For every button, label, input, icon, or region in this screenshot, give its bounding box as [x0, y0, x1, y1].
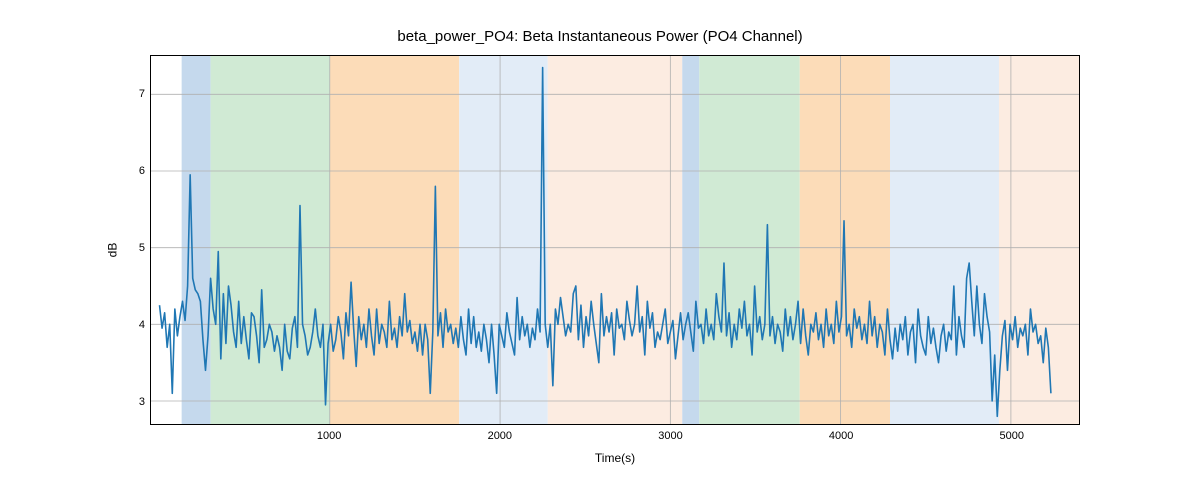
background-band	[548, 56, 683, 424]
y-tick-label: 5	[115, 242, 145, 254]
background-band	[682, 56, 699, 424]
x-axis-label: Time(s)	[150, 451, 1080, 465]
y-tick-label: 6	[115, 165, 145, 177]
x-tick-label: 2000	[488, 430, 512, 442]
x-tick-label: 4000	[829, 430, 853, 442]
plot-area	[150, 55, 1080, 425]
background-band	[699, 56, 799, 424]
figure: beta_power_PO4: Beta Instantaneous Power…	[0, 0, 1200, 500]
x-tick-label: 1000	[317, 430, 341, 442]
background-band	[459, 56, 548, 424]
background-band	[211, 56, 330, 424]
x-tick-label: 5000	[999, 430, 1023, 442]
x-tick-label: 3000	[658, 430, 682, 442]
y-tick-label: 4	[115, 319, 145, 331]
background-band	[890, 56, 999, 424]
y-tick-label: 7	[115, 88, 145, 100]
y-tick-label: 3	[115, 396, 145, 408]
plot-svg	[151, 56, 1079, 424]
background-band	[330, 56, 459, 424]
chart-title: beta_power_PO4: Beta Instantaneous Power…	[0, 28, 1200, 45]
